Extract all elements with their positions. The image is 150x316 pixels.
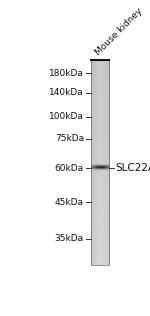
- Bar: [91, 60, 110, 265]
- Text: 75kDa: 75kDa: [55, 134, 84, 143]
- Text: 180kDa: 180kDa: [49, 69, 84, 78]
- Text: 100kDa: 100kDa: [49, 112, 84, 121]
- Text: 45kDa: 45kDa: [55, 198, 84, 207]
- Text: 140kDa: 140kDa: [49, 88, 84, 97]
- Text: SLC22A8: SLC22A8: [115, 163, 150, 173]
- Text: Mouse kidney: Mouse kidney: [94, 7, 144, 58]
- Text: 60kDa: 60kDa: [55, 164, 84, 173]
- Text: 35kDa: 35kDa: [55, 234, 84, 243]
